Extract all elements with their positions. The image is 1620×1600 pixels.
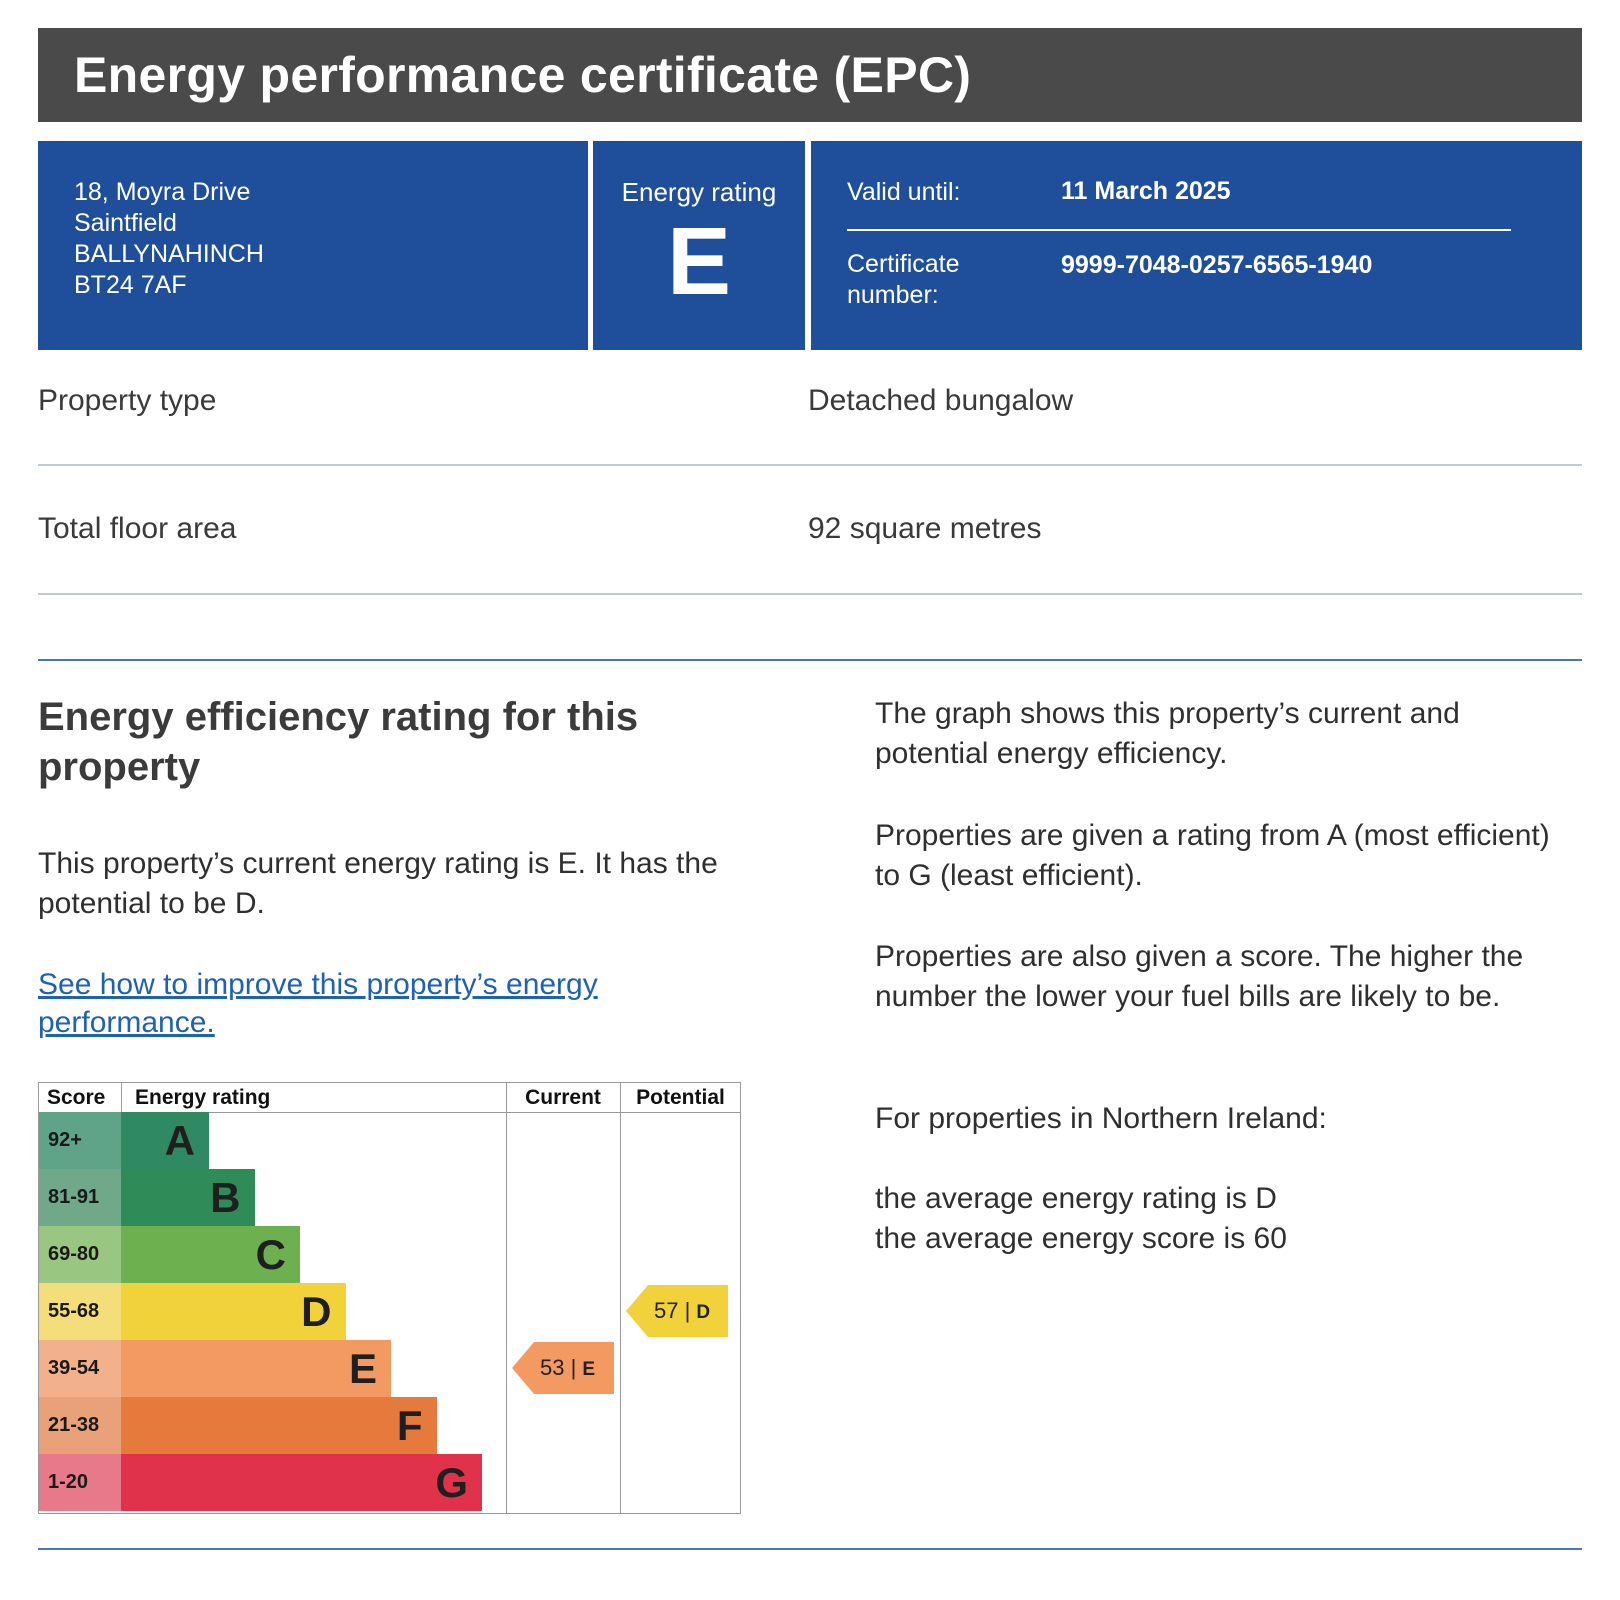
band-score-b: 81-91 bbox=[39, 1169, 121, 1226]
address-line-3: BALLYNAHINCH bbox=[74, 240, 264, 268]
score-explanation: Properties are also given a score. The h… bbox=[875, 940, 1524, 1013]
header-rule bbox=[39, 1112, 740, 1113]
rating-column-header: Energy rating bbox=[135, 1086, 271, 1109]
floor-area-value: 92 square metres bbox=[808, 512, 1042, 545]
efficiency-heading: Energy efficiency rating for this proper… bbox=[38, 695, 639, 789]
band-score-a: 92+ bbox=[39, 1112, 121, 1169]
footer-divider bbox=[38, 1548, 1582, 1550]
valid-until-value: 11 March 2025 bbox=[1061, 177, 1231, 205]
divider bbox=[38, 464, 1582, 466]
band-score-c: 69-80 bbox=[39, 1226, 121, 1283]
current-rating-text: This property’s current energy rating is… bbox=[38, 847, 718, 920]
certificate-label-line2: number: bbox=[847, 281, 939, 309]
band-bar-c: C bbox=[121, 1226, 300, 1283]
improve-energy-link[interactable]: See how to improve this property’s energ… bbox=[38, 968, 598, 1039]
band-letter-f: F bbox=[396, 1402, 423, 1449]
energy-rating-label: Energy rating bbox=[621, 177, 777, 207]
current-column-header: Current bbox=[525, 1086, 601, 1109]
band-bar-e: E bbox=[121, 1340, 391, 1397]
potential-column-header: Potential bbox=[636, 1086, 725, 1109]
band-letter-d: D bbox=[301, 1288, 332, 1335]
valid-until-label: Valid until: bbox=[847, 178, 961, 206]
band-bar-f: F bbox=[121, 1397, 437, 1454]
current-rating-marker-label: 53 | E bbox=[540, 1355, 596, 1380]
band-letter-a: A bbox=[164, 1117, 195, 1164]
band-score-e: 39-54 bbox=[39, 1340, 121, 1397]
band-bar-a: A bbox=[121, 1112, 209, 1169]
band-letter-b: B bbox=[210, 1174, 241, 1221]
energy-rating-panel: Energy rating E bbox=[593, 141, 805, 350]
energy-rating-letter: E bbox=[666, 208, 732, 315]
certificate-panel: Valid until: 11 March 2025 Certificate n… bbox=[811, 141, 1582, 350]
band-letter-g: G bbox=[435, 1459, 468, 1506]
property-type-value: Detached bungalow bbox=[808, 384, 1074, 417]
address-line-2: Saintfield bbox=[74, 209, 177, 237]
band-bar-b: B bbox=[121, 1169, 255, 1226]
band-letter-c: C bbox=[255, 1231, 286, 1278]
energy-rating-chart: Score Energy rating Current Potential 92… bbox=[38, 1082, 741, 1514]
improve-link-wrap: See how to improve this property’s energ… bbox=[38, 966, 718, 1042]
graph-explanation: The graph shows this property’s current … bbox=[875, 697, 1460, 770]
current-column-separator bbox=[506, 1083, 507, 1513]
band-bar-d: D bbox=[121, 1283, 346, 1340]
band-score-g: 1-20 bbox=[39, 1454, 121, 1511]
certificate-divider bbox=[847, 229, 1511, 231]
band-score-d: 55-68 bbox=[39, 1283, 121, 1340]
certificate-label-line1: Certificate bbox=[847, 250, 960, 278]
section-divider bbox=[38, 659, 1582, 661]
certificate-number-label: Certificate number: bbox=[847, 249, 960, 311]
potential-rating-marker-arrow bbox=[626, 1285, 728, 1337]
header-separator bbox=[121, 1083, 122, 1112]
address-line-4: BT24 7AF bbox=[74, 271, 187, 299]
current-rating-marker: 53 | E bbox=[512, 1342, 614, 1394]
ni-average-score: the average energy score is 60 bbox=[875, 1222, 1287, 1255]
property-type-label: Property type bbox=[38, 384, 217, 417]
potential-column-separator bbox=[620, 1083, 621, 1513]
title-bar: Energy performance certificate (EPC) bbox=[38, 28, 1582, 122]
divider bbox=[38, 593, 1582, 595]
band-bar-g: G bbox=[121, 1454, 482, 1511]
band-letter-e: E bbox=[348, 1345, 377, 1392]
floor-area-label: Total floor area bbox=[38, 512, 237, 545]
ni-average-rating: the average energy rating is D bbox=[875, 1182, 1277, 1215]
address-panel: 18, Moyra Drive Saintfield BALLYNAHINCH … bbox=[38, 141, 588, 350]
band-score-f: 21-38 bbox=[39, 1397, 121, 1454]
page-title: Energy performance certificate (EPC) bbox=[74, 47, 972, 103]
rating-range-explanation: Properties are given a rating from A (mo… bbox=[875, 819, 1550, 892]
potential-rating-marker-label: 57 | D bbox=[654, 1298, 711, 1323]
score-column-header: Score bbox=[47, 1086, 106, 1109]
potential-rating-marker: 57 | D bbox=[626, 1285, 728, 1337]
certificate-number-value: 9999-7048-0257-6565-1940 bbox=[1061, 251, 1373, 279]
current-rating-marker-arrow bbox=[512, 1342, 614, 1394]
ni-intro: For properties in Northern Ireland: bbox=[875, 1102, 1327, 1135]
address-line-1: 18, Moyra Drive bbox=[74, 178, 251, 206]
